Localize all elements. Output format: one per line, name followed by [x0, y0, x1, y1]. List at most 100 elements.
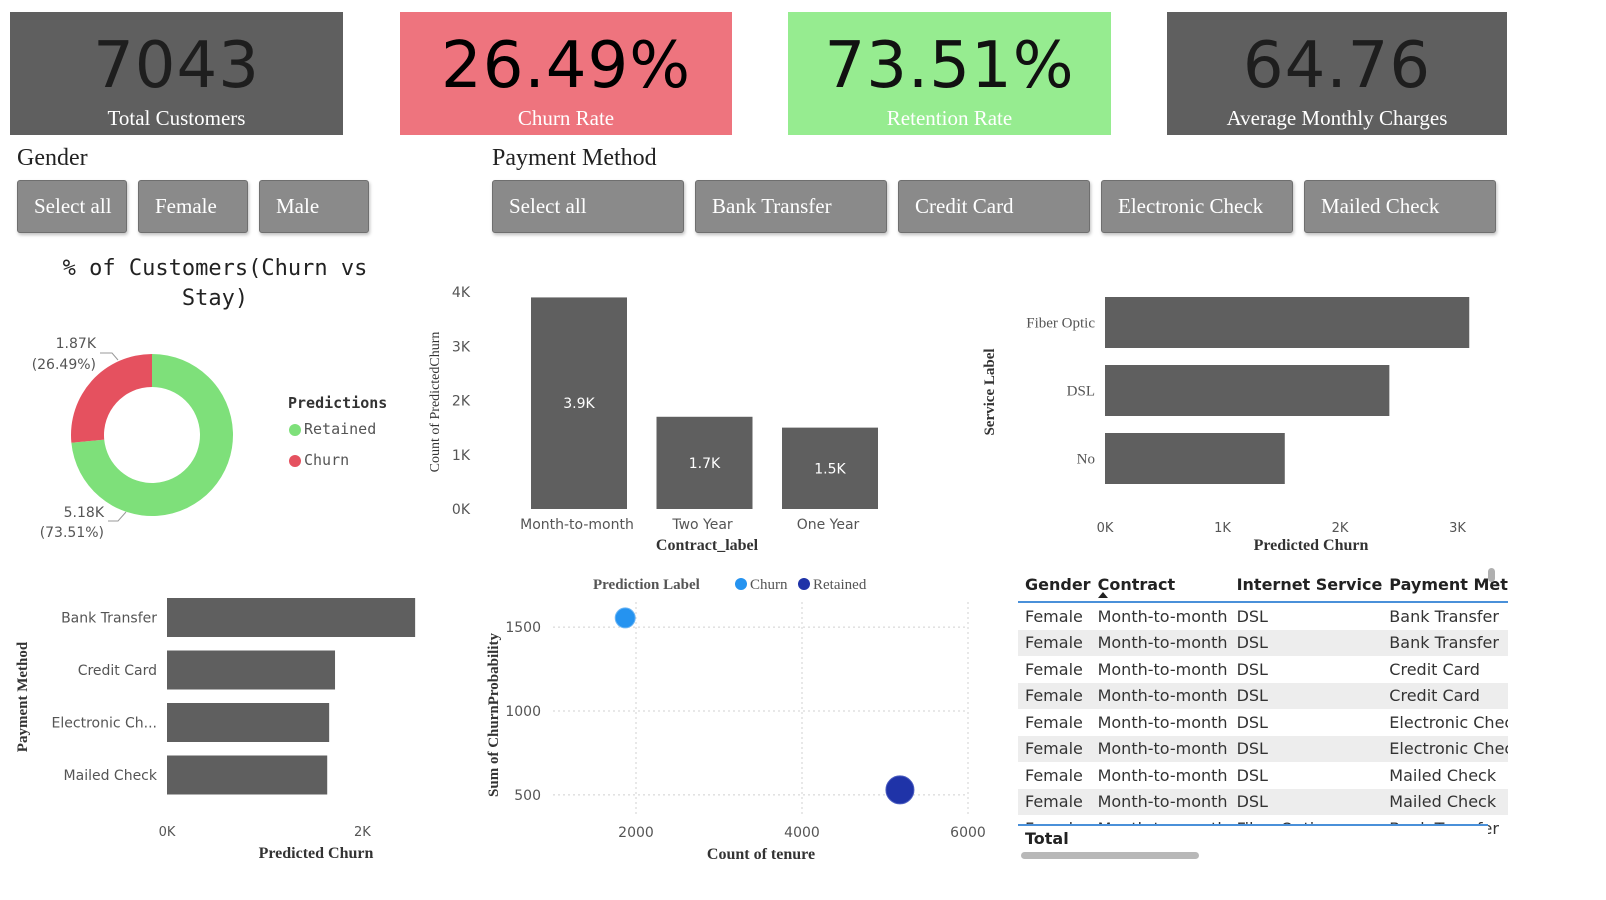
kpi-value: 26.49%	[440, 29, 692, 103]
payment-category-label: Electronic Ch...	[52, 716, 157, 732]
contract-x-tick-label: Two Year	[671, 517, 733, 533]
churn-slice-value-label: 1.87K	[56, 336, 97, 352]
service-bar[interactable]	[1105, 365, 1390, 416]
column-header-internet-service[interactable]: Internet Service	[1229, 566, 1383, 603]
scatter-y-axis-title: Sum of ChurnProbability	[486, 633, 502, 797]
contract-bar-value-label: 3.9K	[563, 396, 595, 412]
table-cell: Month-to-month	[1090, 629, 1230, 656]
table-cell: Female	[1018, 788, 1091, 815]
column-header-gender[interactable]: Gender	[1018, 566, 1091, 603]
table-row[interactable]: Female Month-to-month DSL Credit Card	[1018, 682, 1508, 709]
table-cell: DSL	[1229, 735, 1383, 762]
legend-retained-dot	[798, 578, 810, 590]
payment-bar[interactable]	[167, 703, 330, 742]
legend-churn-dot	[735, 578, 747, 590]
table-row[interactable]: Female Month-to-month DSL Bank Transfer	[1018, 602, 1508, 630]
legend-retained-label: Retained	[304, 420, 376, 438]
gender-slicer-title: Gender	[17, 145, 88, 171]
payment-electronic-check-button[interactable]: Electronic Check	[1101, 180, 1293, 233]
payment-category-label: Mailed Check	[64, 768, 158, 784]
payment-bank-transfer-button[interactable]: Bank Transfer	[695, 180, 887, 233]
table-cell: Credit Card	[1382, 682, 1508, 709]
table-row[interactable]: Female Month-to-month DSL Bank Transfer	[1018, 629, 1508, 656]
contract-bar-value-label: 1.5K	[814, 461, 846, 477]
table-cell: Mailed Check	[1382, 788, 1508, 815]
service-category-label: DSL	[1067, 384, 1095, 400]
horizontal-scrollbar[interactable]	[1021, 852, 1199, 859]
contract-x-tick-label: Month-to-month	[520, 517, 634, 533]
table-row[interactable]: Female Month-to-month DSL Credit Card	[1018, 656, 1508, 683]
scatter-point-churn[interactable]	[614, 607, 636, 629]
scatter-chart: Prediction Label Churn Retained Sum of C…	[486, 577, 986, 863]
kpi-value: 7043	[93, 29, 260, 103]
table-cell: Bank Transfer	[1389, 606, 1499, 626]
column-header-contract[interactable]: Contract	[1090, 566, 1230, 603]
payment-mailed-check-button[interactable]: Mailed Check	[1304, 180, 1496, 233]
payment-category-label: Bank Transfer	[61, 611, 157, 627]
table-cell: Female	[1018, 735, 1091, 762]
table-row[interactable]: Female Month-to-month DSL Mailed Check	[1018, 762, 1508, 789]
donut-slice-churn[interactable]	[71, 354, 152, 443]
donut-chart-title: % of Customers(Churn vs Stay)	[62, 256, 368, 311]
service-x-tick-label: 2K	[1332, 521, 1349, 536]
contract-y-tick-label: 2K	[452, 394, 471, 410]
table-cell: Electronic Check	[1389, 712, 1508, 732]
table-cell: DSL	[1229, 629, 1383, 656]
gender-female-button[interactable]: Female	[138, 180, 248, 233]
scatter-point-retained[interactable]	[885, 775, 915, 805]
table-row[interactable]: Female Month-to-month DSL Mailed Check	[1018, 788, 1508, 815]
contract-bar[interactable]	[531, 297, 627, 509]
contract-y-tick-label: 3K	[452, 339, 471, 355]
gender-select-all-button[interactable]: Select all	[17, 180, 127, 233]
service-category-label: Fiber Optic	[1026, 316, 1095, 332]
churn-slice-pct-label: (26.49%)	[32, 357, 96, 373]
contract-bar[interactable]	[656, 416, 753, 509]
service-bar[interactable]	[1105, 297, 1470, 348]
table-cell: Month-to-month	[1090, 682, 1230, 709]
donut-slice-retained[interactable]	[71, 354, 234, 516]
vertical-scrollbar[interactable]	[1488, 568, 1495, 582]
payment-bar[interactable]	[167, 650, 336, 690]
retained-slice-pct-label: (73.51%)	[40, 525, 104, 541]
contract-bar-value-label: 1.7K	[689, 456, 721, 472]
donut-chart: 1.87K (26.49%) 5.18K (73.51%) Prediction…	[32, 336, 388, 541]
scatter-legend-title: Prediction Label	[593, 577, 700, 593]
service-x-tick-label: 1K	[1214, 521, 1231, 536]
service-x-axis-title: Predicted Churn	[1254, 537, 1369, 554]
payment-x-axis-title: Predicted Churn	[259, 845, 374, 862]
kpi-value: 64.76	[1242, 29, 1432, 103]
scatter-y-tick-label: 1000	[505, 704, 541, 720]
legend-retained-dot	[289, 424, 301, 436]
table-cell: DSL	[1236, 606, 1268, 626]
contract-y-tick-label: 0K	[452, 502, 471, 518]
kpi-label: Retention Rate	[886, 106, 1013, 130]
service-bar[interactable]	[1105, 433, 1285, 484]
service-y-axis-title: Service Label	[982, 348, 998, 435]
table-cell: Month-to-month	[1097, 765, 1228, 785]
kpi-churn-rate: 26.49% Churn Rate	[400, 12, 732, 135]
kpi-value: 73.51%	[824, 29, 1075, 103]
customer-table[interactable]: Gender Contract Internet Service Payment…	[1018, 566, 1508, 866]
payment-bar[interactable]	[167, 755, 328, 795]
payment-select-all-button[interactable]: Select all	[492, 180, 684, 233]
table-cell: DSL	[1236, 659, 1268, 679]
contract-bar[interactable]	[782, 427, 878, 509]
table-total-label: Total	[1025, 829, 1069, 848]
scatter-y-tick-label: 1500	[505, 620, 541, 636]
payment-credit-card-button[interactable]: Credit Card	[898, 180, 1090, 233]
retained-leader-line	[108, 511, 127, 522]
legend-churn-dot	[289, 455, 301, 467]
column-header-payment-method[interactable]: Payment Meth	[1382, 566, 1508, 603]
table-cell: Electronic Check	[1382, 735, 1508, 762]
table-total-row: Total	[1018, 824, 1488, 854]
table-cell: DSL	[1229, 788, 1383, 815]
contract-bar-chart: Count of PredictedChurn Contract_label 0…	[428, 285, 878, 554]
service-x-tick-label: 0K	[1097, 521, 1114, 536]
payment-bar[interactable]	[167, 598, 416, 637]
service-bar-chart: Service Label Predicted Churn Fiber Opti…	[982, 297, 1470, 554]
gender-male-button[interactable]: Male	[259, 180, 369, 233]
payment-slicer-title: Payment Method	[492, 145, 657, 171]
kpi-label: Average Monthly Charges	[1226, 106, 1448, 130]
